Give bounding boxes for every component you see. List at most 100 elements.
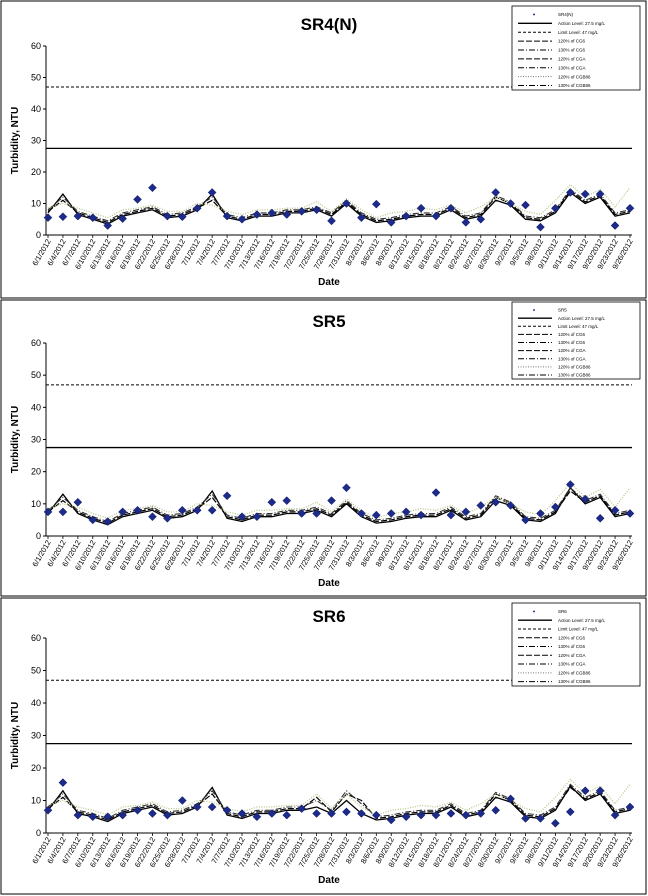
legend-entry: 130% of CGB86	[558, 373, 591, 378]
data-point-marker	[416, 203, 426, 213]
data-point-marker	[327, 809, 336, 818]
legend-entry: SR5	[558, 308, 567, 313]
data-point-marker	[73, 497, 83, 507]
data-point-marker	[536, 222, 545, 232]
data-point-marker	[386, 218, 396, 227]
data-point-marker	[401, 507, 411, 517]
legend-entry: Limit Level: 47 mg/L	[558, 30, 599, 35]
data-point-marker	[312, 809, 321, 818]
data-point-marker	[610, 810, 620, 820]
data-point-marker	[416, 510, 426, 520]
legend-entry: 130% of CGA	[558, 662, 586, 667]
data-point-marker	[446, 809, 456, 818]
y-tick-label: 60	[31, 338, 41, 348]
series-line-3	[47, 783, 631, 819]
data-point-marker	[476, 501, 486, 510]
legend-entry: 130% of CGB86	[558, 83, 591, 88]
data-point-marker	[431, 488, 441, 497]
y-tick-label: 0	[36, 230, 41, 240]
series-line-1	[47, 486, 631, 526]
data-point-marker	[43, 805, 53, 815]
legend-marker	[532, 13, 536, 16]
data-point-marker	[73, 810, 83, 820]
data-point-marker	[192, 802, 202, 812]
data-point-marker	[192, 505, 202, 515]
data-point-marker	[551, 818, 560, 828]
legend-entry: Action Level: 27.5 mg/L	[558, 618, 606, 623]
data-point-marker	[401, 211, 411, 221]
data-point-marker	[222, 805, 232, 815]
legend-entry: 130% of CG6	[558, 340, 586, 345]
data-point-marker	[312, 205, 321, 215]
y-tick-label: 50	[31, 370, 41, 380]
data-point-marker	[192, 203, 202, 213]
data-point-marker	[58, 778, 68, 787]
data-point-marker	[58, 507, 68, 517]
data-point-marker	[610, 221, 620, 230]
data-point-marker	[252, 512, 262, 522]
data-point-marker	[595, 786, 605, 796]
legend-entry: 120% of CGB86	[558, 364, 591, 369]
legend-marker	[532, 610, 536, 613]
legend-entry: 120% of CG6	[558, 39, 586, 44]
legend-entry: Action Level: 27.5 mg/L	[558, 21, 606, 26]
data-point-marker	[565, 188, 575, 197]
data-point-marker	[267, 809, 277, 818]
y-tick-label: 40	[31, 104, 41, 114]
y-tick-label: 20	[31, 167, 41, 177]
data-point-marker	[297, 509, 307, 518]
series-line-2	[47, 190, 631, 224]
data-point-marker	[580, 786, 590, 796]
y-tick-label: 40	[31, 402, 41, 412]
series-line-4	[47, 778, 631, 816]
data-point-marker	[506, 794, 515, 804]
data-point-marker	[148, 809, 157, 818]
data-point-marker	[267, 208, 277, 218]
data-point-marker	[625, 802, 635, 812]
data-point-marker	[446, 203, 456, 213]
data-point-marker	[73, 211, 83, 221]
data-point-marker	[401, 812, 411, 822]
y-tick-label: 10	[31, 199, 41, 209]
data-point-marker	[371, 810, 381, 820]
legend-entry: 130% of CGA	[558, 65, 586, 70]
data-point-marker	[118, 507, 127, 517]
data-point-marker	[207, 505, 217, 515]
y-tick-label: 30	[31, 136, 41, 146]
series-line-2	[47, 490, 631, 524]
chart-title: SR6	[312, 607, 345, 626]
data-point-marker	[625, 203, 635, 213]
data-point-marker	[88, 812, 98, 822]
data-point-marker	[207, 188, 217, 197]
data-point-marker	[103, 221, 113, 230]
data-point-marker	[461, 507, 471, 517]
data-point-marker	[177, 505, 187, 515]
y-tick-label: 10	[31, 796, 41, 806]
data-point-marker	[536, 509, 545, 518]
legend-entry: 130% of CG6	[558, 48, 586, 53]
data-point-marker	[476, 809, 486, 818]
data-point-marker	[133, 505, 142, 515]
data-point-marker	[177, 796, 187, 805]
series-line-4	[47, 183, 631, 219]
y-tick-label: 30	[31, 435, 41, 445]
data-point-marker	[222, 491, 232, 501]
data-point-marker	[118, 214, 127, 223]
data-point-marker	[88, 515, 98, 525]
y-tick-label: 60	[31, 633, 41, 643]
data-point-marker	[580, 494, 590, 504]
series-line-4	[47, 481, 631, 520]
data-point-marker	[565, 480, 575, 489]
data-point-marker	[58, 212, 68, 222]
data-point-marker	[357, 213, 366, 223]
data-point-marker	[371, 199, 381, 209]
data-point-marker	[222, 211, 232, 221]
data-point-marker	[446, 510, 456, 520]
y-tick-label: 40	[31, 698, 41, 708]
data-point-marker	[327, 496, 336, 505]
data-point-marker	[133, 195, 142, 204]
legend-entry: 120% of CGA	[558, 348, 586, 353]
data-point-marker	[282, 810, 292, 820]
